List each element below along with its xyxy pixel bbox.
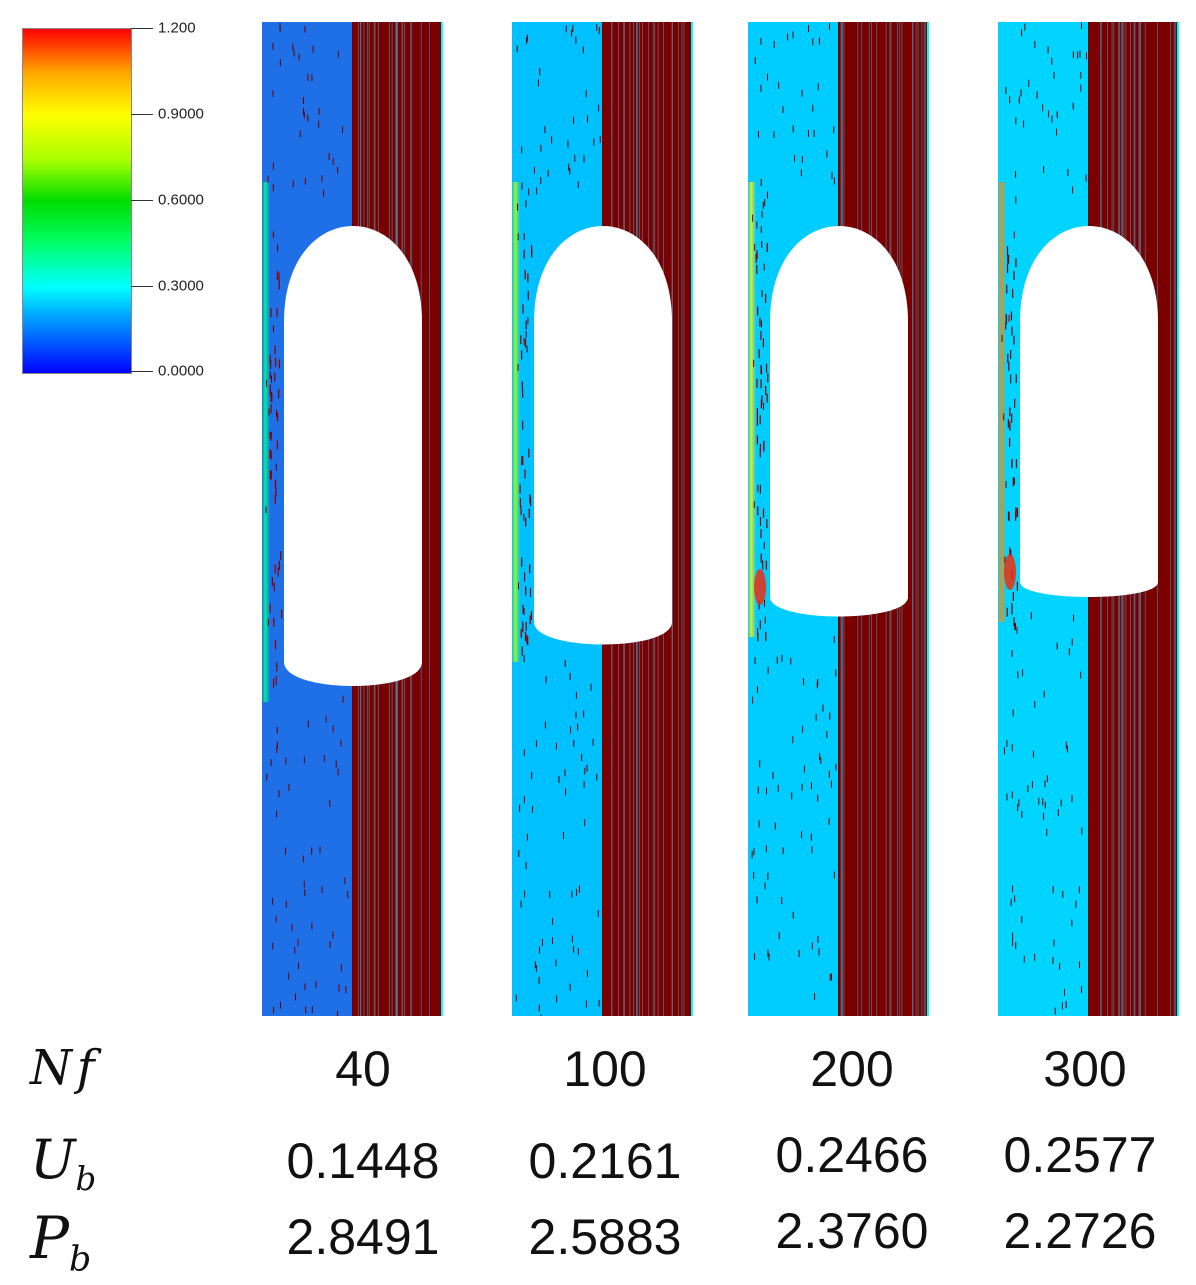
flow-field (748, 22, 929, 1016)
flow-field (262, 22, 443, 1016)
pb-value: 2.3760 (775, 1203, 929, 1259)
ub-value: 0.1448 (286, 1133, 440, 1189)
ub-value: 0.2577 (1003, 1127, 1157, 1183)
flow-field (512, 22, 693, 1016)
colorbar-tick (131, 200, 153, 201)
wall (691, 22, 693, 1016)
taylor-bubble (770, 226, 908, 617)
colorbar-label-0.6: 0.6000 (158, 191, 204, 209)
row-label-pb: Pb (30, 1204, 92, 1280)
pb-value: 2.5883 (528, 1209, 682, 1265)
high-velocity-spot (754, 569, 766, 605)
colorbar-label-0.3: 0.3000 (158, 277, 204, 295)
taylor-bubble (534, 226, 672, 645)
taylor-bubble (1020, 226, 1158, 597)
flow-panel-nf-100 (512, 22, 693, 1016)
wall (441, 22, 443, 1016)
ub-value: 0.2161 (528, 1133, 682, 1189)
taylor-bubble (284, 226, 422, 686)
wall (927, 22, 929, 1016)
colorbar-tick (131, 28, 153, 29)
nf-value: 40 (335, 1041, 391, 1097)
nf-value: 100 (563, 1041, 647, 1097)
nf-value: 300 (1043, 1041, 1127, 1097)
flow-panel-nf-300 (998, 22, 1179, 1016)
pb-value: 2.2726 (1003, 1203, 1157, 1259)
flow-panel-nf-40 (262, 22, 443, 1016)
colorbar-tick (131, 114, 153, 115)
colorbar-label-min: 0.0000 (158, 362, 204, 380)
ub-value: 0.2466 (775, 1127, 929, 1183)
colorbar-label-max: 1.200 (158, 19, 196, 37)
colorbar-tick (131, 286, 153, 287)
wall (1177, 22, 1179, 1016)
colorbar (22, 28, 132, 374)
row-label-ub: Ub (30, 1128, 97, 1198)
pb-value: 2.8491 (286, 1209, 440, 1265)
row-label-nf: N f (30, 1040, 95, 1096)
flow-field (998, 22, 1179, 1016)
high-velocity-spot (1004, 554, 1016, 590)
nf-value: 200 (810, 1041, 894, 1097)
flow-panel-nf-200 (748, 22, 929, 1016)
colorbar-label-0.9: 0.9000 (158, 105, 204, 123)
colorbar-tick (131, 371, 153, 372)
